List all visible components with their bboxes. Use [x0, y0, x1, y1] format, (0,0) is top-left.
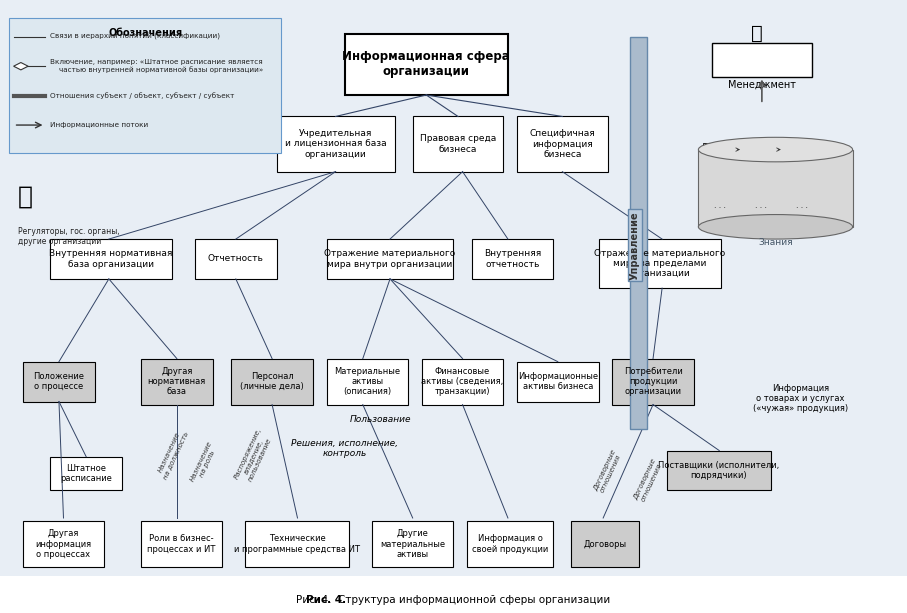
Text: 🏛: 🏛	[18, 185, 34, 208]
FancyBboxPatch shape	[703, 196, 737, 221]
Text: Информационная сфера
организации: Информационная сфера организации	[343, 50, 510, 78]
Text: Пользование: Пользование	[350, 416, 412, 424]
Text: Положение
о процессе: Положение о процессе	[34, 372, 84, 391]
FancyBboxPatch shape	[231, 359, 313, 405]
FancyBboxPatch shape	[195, 239, 277, 279]
Text: · · ·: · · ·	[714, 204, 727, 213]
FancyBboxPatch shape	[630, 37, 647, 429]
Text: Информация о
своей продукции: Информация о своей продукции	[472, 535, 549, 554]
Text: Другая
информация
о процессах: Другая информация о процессах	[35, 529, 92, 559]
Text: Финансовые
активы (сведения,
транзакции): Финансовые активы (сведения, транзакции)	[422, 367, 503, 397]
FancyBboxPatch shape	[785, 196, 819, 221]
Text: Специфичная
информация
бизнеса: Специфичная информация бизнеса	[530, 129, 595, 159]
Ellipse shape	[698, 137, 853, 162]
FancyBboxPatch shape	[327, 239, 454, 279]
Text: Внутренняя
отчетность: Внутренняя отчетность	[483, 249, 541, 268]
Text: Аналитика: Аналитика	[700, 148, 740, 154]
Text: · · ·: · · ·	[795, 204, 808, 213]
FancyBboxPatch shape	[667, 451, 771, 490]
FancyBboxPatch shape	[571, 521, 639, 567]
FancyBboxPatch shape	[141, 521, 222, 567]
FancyBboxPatch shape	[599, 239, 721, 288]
Text: 👥: 👥	[752, 25, 763, 43]
Text: Назначение
на роль: Назначение на роль	[189, 440, 219, 485]
FancyBboxPatch shape	[50, 457, 122, 490]
Text: Рис. 4.  Структура информационной сферы организации: Рис. 4. Структура информационной сферы о…	[297, 595, 610, 604]
Text: Знания: Знания	[758, 238, 793, 246]
Text: Отражение материального
мира за пределами
организации: Отражение материального мира за пределам…	[594, 249, 726, 278]
Text: Технические
и программные средства ИТ: Технические и программные средства ИТ	[234, 535, 360, 554]
Text: Штатное
расписание: Штатное расписание	[60, 464, 112, 483]
FancyBboxPatch shape	[712, 43, 812, 77]
Text: · · ·: · · ·	[755, 204, 767, 213]
FancyBboxPatch shape	[517, 116, 608, 172]
Text: Включение, например: «Штатное расписание является
    частью внутренней норматив: Включение, например: «Штатное расписание…	[50, 59, 263, 73]
Text: Другие
материальные
активы: Другие материальные активы	[380, 529, 445, 559]
Text: Потребители
продукции
организации: Потребители продукции организации	[624, 367, 682, 397]
Text: Управление: Управление	[629, 211, 640, 280]
Text: Рис. 4.: Рис. 4.	[307, 595, 346, 604]
FancyBboxPatch shape	[9, 18, 281, 153]
FancyBboxPatch shape	[703, 143, 737, 159]
Text: Менеджмент: Менеджмент	[728, 80, 795, 89]
FancyBboxPatch shape	[472, 239, 553, 279]
FancyBboxPatch shape	[372, 521, 454, 567]
FancyBboxPatch shape	[413, 116, 503, 172]
Text: Внутренняя нормативная
база организации: Внутренняя нормативная база организации	[49, 249, 173, 268]
Text: Материальные
активы
(описания): Материальные активы (описания)	[335, 367, 400, 397]
Text: Отражение материального
мира внутри организации: Отражение материального мира внутри орга…	[325, 249, 455, 268]
FancyBboxPatch shape	[277, 116, 395, 172]
Text: Роли в бизнес-
процессах и ИТ: Роли в бизнес- процессах и ИТ	[147, 535, 216, 554]
Text: Обозначения: Обозначения	[108, 28, 182, 37]
FancyBboxPatch shape	[141, 359, 213, 405]
FancyBboxPatch shape	[785, 143, 819, 159]
Ellipse shape	[698, 215, 853, 239]
Text: Договорные
отношения: Договорные отношения	[592, 449, 623, 495]
Text: Модели: Модели	[746, 148, 775, 154]
FancyBboxPatch shape	[327, 359, 408, 405]
Text: Информация
о товарах и услугах
(«чужая» продукция): Информация о товарах и услугах («чужая» …	[753, 384, 848, 413]
FancyBboxPatch shape	[744, 196, 778, 221]
Text: Другая
нормативная
база: Другая нормативная база	[148, 367, 206, 397]
Text: Правовая среда
бизнеса: Правовая среда бизнеса	[420, 134, 496, 154]
Text: Отчетность: Отчетность	[208, 254, 264, 264]
Text: Отношения субъект / объект, субъект / субъект: Отношения субъект / объект, субъект / су…	[50, 92, 234, 99]
FancyBboxPatch shape	[50, 239, 172, 279]
FancyBboxPatch shape	[245, 521, 349, 567]
Text: Поставщики (исполнители,
подрядчики): Поставщики (исполнители, подрядчики)	[658, 461, 779, 480]
Polygon shape	[14, 63, 28, 70]
FancyBboxPatch shape	[23, 521, 104, 567]
Text: Договорные
отношения: Договорные отношения	[633, 458, 664, 504]
Text: Назначение
на должность: Назначение на должность	[155, 427, 190, 480]
FancyBboxPatch shape	[744, 143, 778, 159]
Text: Информационные потоки: Информационные потоки	[50, 122, 148, 128]
Text: Информационные
активы бизнеса: Информационные активы бизнеса	[518, 372, 598, 391]
FancyBboxPatch shape	[698, 150, 853, 227]
FancyBboxPatch shape	[517, 362, 599, 402]
Text: Договоры: Договоры	[584, 539, 627, 549]
FancyBboxPatch shape	[23, 362, 95, 402]
FancyBboxPatch shape	[345, 34, 508, 95]
Text: Решения, исполнение,
контроль: Решения, исполнение, контроль	[291, 439, 398, 459]
Text: Связи в иерархии понятий (классификации): Связи в иерархии понятий (классификации)	[50, 33, 219, 40]
FancyBboxPatch shape	[467, 521, 553, 567]
FancyBboxPatch shape	[612, 359, 694, 405]
Text: Учредительная
и лицензионная база
организации: Учредительная и лицензионная база органи…	[285, 129, 386, 159]
Text: Прогнозы: Прогнозы	[784, 148, 820, 154]
FancyBboxPatch shape	[0, 0, 907, 576]
Text: Распоряжение,
владение,
пользование: Распоряжение, владение, пользование	[233, 427, 275, 486]
Text: Персонал
(личные дела): Персонал (личные дела)	[240, 372, 304, 391]
FancyBboxPatch shape	[422, 359, 503, 405]
Text: Регуляторы, гос. органы,
другие организации: Регуляторы, гос. органы, другие организа…	[18, 227, 120, 246]
